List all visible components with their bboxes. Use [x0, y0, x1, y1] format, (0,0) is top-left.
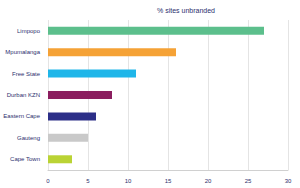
svg-text:Cape Town: Cape Town: [10, 156, 40, 162]
svg-text:30: 30: [285, 178, 292, 184]
svg-text:0: 0: [46, 178, 50, 184]
svg-text:10: 10: [125, 178, 132, 184]
svg-text:5: 5: [86, 178, 90, 184]
svg-text:25: 25: [245, 178, 252, 184]
svg-text:Limpopo: Limpopo: [17, 28, 41, 34]
svg-text:% sites unbranded: % sites unbranded: [157, 7, 215, 14]
svg-text:15: 15: [165, 178, 172, 184]
svg-text:Eastern Cape: Eastern Cape: [3, 113, 40, 119]
svg-text:20: 20: [205, 178, 212, 184]
svg-text:Gauteng: Gauteng: [17, 135, 40, 141]
svg-text:Mpumalanga: Mpumalanga: [5, 49, 40, 55]
svg-text:Free State: Free State: [12, 71, 41, 77]
svg-text:Durban KZN: Durban KZN: [7, 92, 40, 98]
